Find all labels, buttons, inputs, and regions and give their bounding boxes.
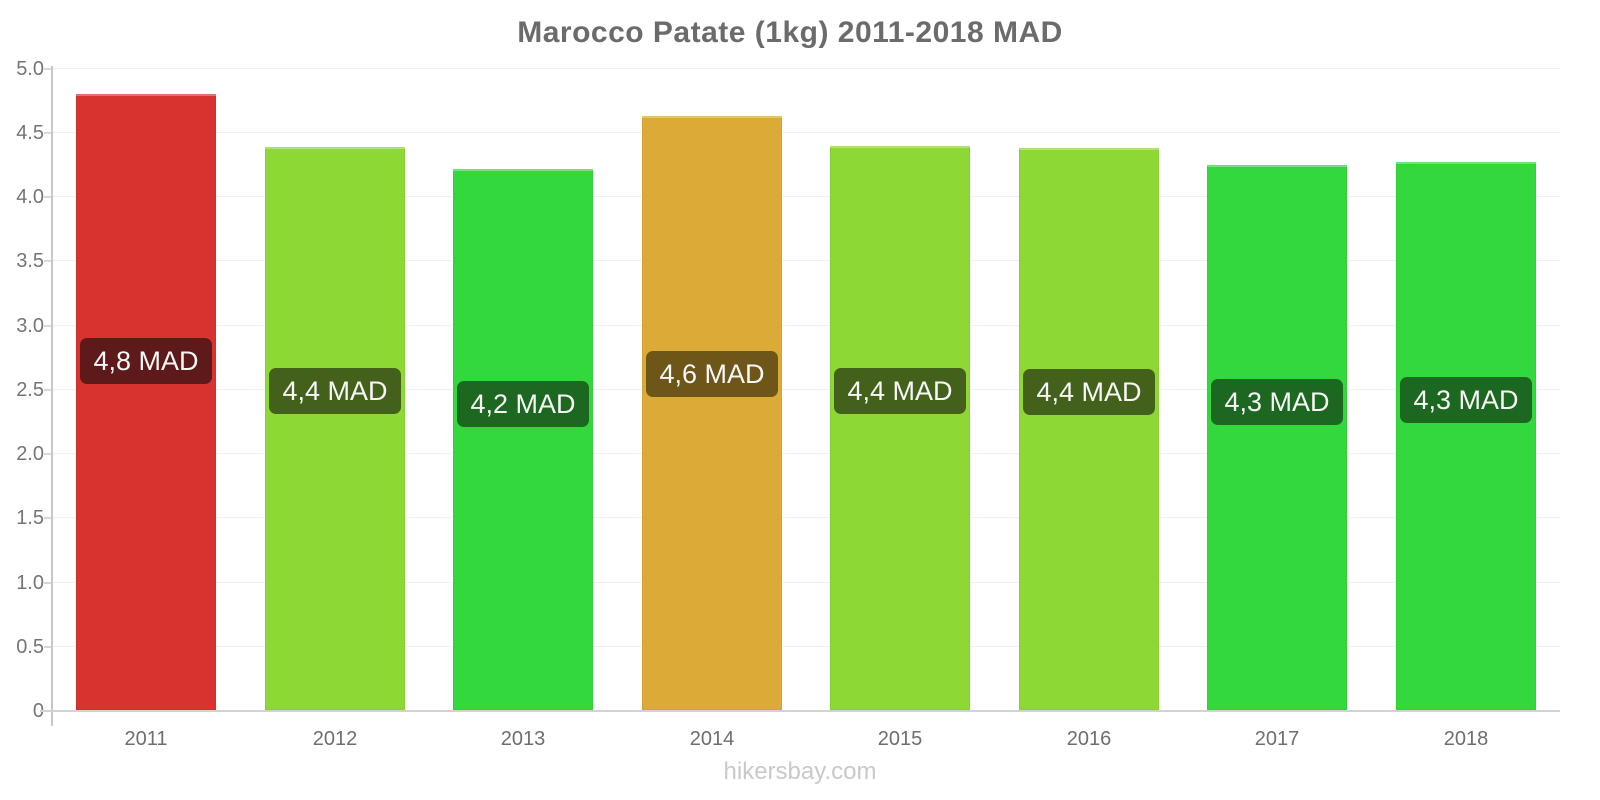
bar-value-badge: 4,6 MAD (646, 351, 778, 397)
y-axis-tick-label: 2.0 (16, 443, 44, 465)
chart-title: Marocco Patate (1kg) 2011-2018 MAD (517, 16, 1063, 49)
y-axis-tick (44, 260, 52, 263)
y-axis-tick-label: 0.5 (16, 635, 44, 658)
gridline (52, 324, 1560, 326)
x-axis-label-2012: 2012 (312, 728, 358, 750)
y-axis-tick (44, 67, 52, 70)
y-axis-tick-label: 0 (32, 700, 44, 722)
bar-2017: 4,3 MAD (1207, 165, 1347, 710)
bar-value-badge: 4,2 MAD (457, 381, 589, 427)
y-axis-tick (44, 517, 52, 520)
watermark-hikersbay: hikersbay.com (723, 758, 877, 785)
bar-value-badge: 4,4 MAD (1023, 369, 1155, 415)
x-axis-label-2017: 2017 (1254, 728, 1300, 750)
gridline (52, 581, 1560, 583)
bar-value-badge: 4,3 MAD (1211, 379, 1343, 425)
bar-value-badge: 4,4 MAD (269, 368, 401, 414)
y-axis-tick-label: 3.5 (16, 250, 44, 273)
x-axis-label-2015: 2015 (877, 728, 923, 750)
y-axis-tick (44, 453, 52, 455)
y-axis-tick (44, 324, 52, 327)
bar-value-badge: 4,4 MAD (834, 368, 966, 414)
bar-2018: 4,3 MAD (1396, 162, 1536, 710)
bar-2011: 4,8 MAD (76, 94, 216, 710)
x-axis-label-2013: 2013 (500, 728, 546, 750)
bar-2012: 4,4 MAD (265, 147, 405, 710)
bar-value-badge: 4,8 MAD (80, 338, 212, 384)
y-axis-line (51, 65, 53, 726)
y-axis-tick (44, 131, 52, 134)
y-axis-tick-label: 1.0 (16, 571, 44, 594)
gridline (52, 517, 1560, 519)
y-axis-tick-label: 4.5 (16, 121, 44, 144)
x-axis-label-2018: 2018 (1443, 728, 1489, 750)
y-axis-tick (44, 581, 52, 584)
y-axis-tick (44, 388, 52, 391)
bar-2014: 4,6 MAD (642, 116, 782, 710)
bar-2015: 4,4 MAD (830, 146, 970, 710)
x-axis-label-2014: 2014 (689, 728, 735, 750)
gridline (52, 196, 1560, 197)
x-axis-label-2011: 2011 (124, 728, 168, 750)
bar-2016: 4,4 MAD (1019, 148, 1159, 710)
gridline (52, 388, 1560, 390)
gridline (52, 131, 1560, 133)
gridline (52, 67, 1560, 69)
bar-value-badge: 4,3 MAD (1400, 377, 1532, 423)
y-axis-tick-label: 4.0 (16, 186, 44, 208)
bar-2013: 4,2 MAD (453, 169, 593, 710)
gridline (52, 260, 1560, 262)
x-axis-line (40, 710, 1560, 712)
y-axis-tick (44, 645, 52, 648)
y-axis-tick-label: 5.0 (16, 57, 44, 80)
x-axis-label-2016: 2016 (1066, 728, 1112, 750)
gridline (52, 645, 1560, 647)
y-axis-tick (44, 196, 52, 198)
gridline (52, 453, 1560, 454)
y-axis-tick-label: 1.5 (16, 507, 44, 530)
y-axis-tick-label: 2.5 (16, 378, 44, 401)
y-axis-tick-label: 3.0 (16, 314, 44, 337)
